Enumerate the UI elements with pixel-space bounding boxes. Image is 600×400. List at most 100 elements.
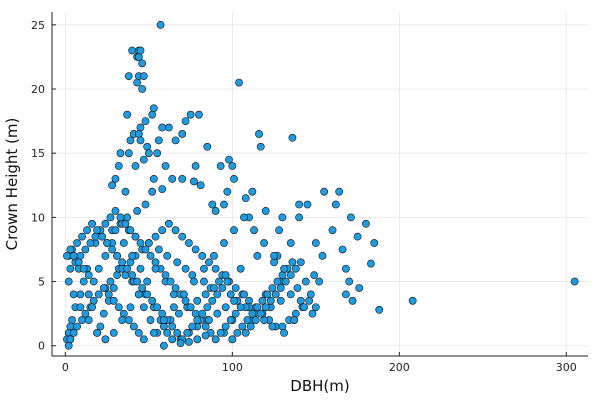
data-point: [139, 335, 148, 344]
data-point: [191, 162, 200, 170]
data-point: [121, 271, 130, 280]
data-point: [216, 162, 225, 170]
data-point: [148, 296, 157, 305]
data-point: [69, 328, 78, 337]
data-point: [114, 303, 123, 312]
data-point: [148, 110, 157, 119]
data-point: [286, 290, 295, 299]
data-point: [178, 174, 187, 183]
data-point: [114, 162, 123, 170]
data-point: [200, 264, 208, 273]
data-point: [98, 232, 106, 241]
data-point: [151, 264, 160, 273]
data-point: [251, 316, 260, 324]
data-point: [241, 194, 250, 203]
data-point: [153, 303, 162, 312]
data-point: [215, 277, 223, 286]
data-point: [203, 142, 212, 151]
data-point: [81, 245, 90, 254]
data-point: [101, 219, 110, 228]
data-point: [263, 290, 272, 299]
data-point: [136, 123, 145, 132]
data-point: [131, 232, 140, 241]
data-point: [185, 337, 193, 346]
data-point: [159, 316, 168, 324]
data-point: [124, 316, 133, 324]
data-point: [211, 264, 220, 273]
data-point: [168, 335, 177, 344]
data-point: [205, 258, 213, 267]
data-point: [273, 277, 282, 286]
data-point: [228, 335, 237, 344]
data-point: [260, 239, 268, 247]
data-point: [250, 226, 258, 235]
data-point: [331, 200, 340, 209]
data-point: [138, 85, 147, 93]
data-point: [362, 219, 370, 228]
data-point: [99, 284, 108, 292]
data-point: [164, 123, 173, 132]
tick-layer: 0 100 200 300 0 5 10 15 20 25: [31, 19, 577, 374]
x-tick-label: 100: [222, 361, 243, 374]
data-point: [181, 117, 190, 126]
data-point: [200, 277, 208, 286]
data-point: [198, 251, 207, 260]
data-point: [126, 258, 135, 267]
data-point: [296, 258, 305, 267]
data-point: [248, 187, 257, 196]
data-point: [64, 341, 73, 350]
y-tick-label: 25: [31, 19, 45, 32]
data-point: [255, 130, 263, 138]
data-point: [191, 309, 200, 318]
data-point: [196, 181, 205, 190]
data-point: [375, 305, 384, 314]
data-point: [243, 316, 252, 324]
data-point: [185, 239, 193, 247]
data-point: [171, 136, 180, 145]
data-point: [311, 239, 320, 247]
data-point: [198, 309, 207, 318]
data-point: [156, 20, 165, 29]
data-point: [149, 104, 158, 113]
data-point: [171, 226, 180, 235]
data-point: [293, 284, 302, 292]
data-point: [66, 264, 75, 273]
data-point: [118, 316, 127, 324]
y-tick-label: 15: [31, 147, 45, 160]
data-point: [178, 130, 187, 138]
data-point: [136, 264, 145, 273]
data-point: [66, 322, 75, 331]
data-point: [211, 335, 220, 344]
data-point: [226, 316, 235, 324]
data-point: [123, 213, 132, 222]
data-point: [256, 142, 265, 151]
y-axis-label: Crown Height (m): [3, 118, 21, 251]
data-point: [148, 187, 157, 196]
data-point: [288, 133, 297, 142]
data-point: [296, 296, 305, 305]
data-point: [144, 149, 153, 158]
data-point: [318, 251, 327, 260]
data-point: [353, 232, 362, 241]
data-point: [291, 309, 300, 318]
data-point: [266, 296, 275, 305]
data-point: [134, 290, 143, 299]
data-point: [78, 316, 86, 324]
data-point: [68, 316, 76, 324]
data-point: [338, 245, 347, 254]
data-point: [146, 316, 155, 324]
data-point: [240, 213, 248, 222]
data-point: [139, 303, 148, 312]
data-point: [109, 284, 118, 292]
data-point: [113, 271, 122, 280]
data-point: [136, 239, 145, 247]
data-point: [93, 328, 101, 337]
data-point: [346, 213, 355, 222]
data-point: [124, 72, 133, 81]
data-point: [154, 136, 163, 145]
data-point: [171, 284, 180, 292]
data-point: [131, 162, 140, 170]
data-point: [261, 303, 270, 312]
y-tick-label: 0: [38, 340, 45, 353]
